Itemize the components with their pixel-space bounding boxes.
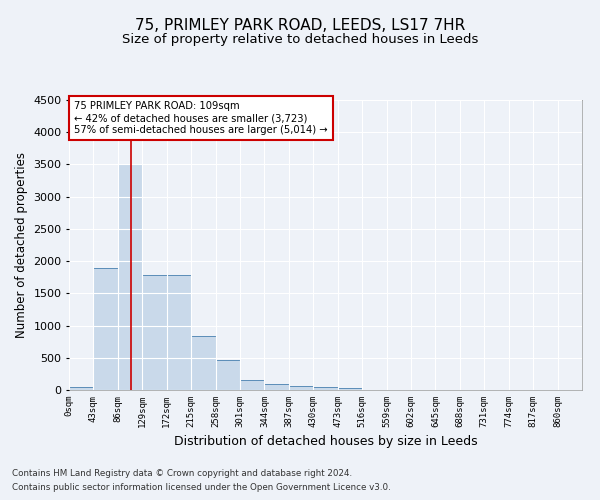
Bar xyxy=(142,276,167,390)
Bar xyxy=(265,384,289,390)
Bar xyxy=(167,276,191,390)
Bar xyxy=(118,164,142,390)
Text: 75, PRIMLEY PARK ROAD, LEEDS, LS17 7HR: 75, PRIMLEY PARK ROAD, LEEDS, LS17 7HR xyxy=(135,18,465,32)
Text: Contains public sector information licensed under the Open Government Licence v3: Contains public sector information licen… xyxy=(12,484,391,492)
Bar xyxy=(289,386,313,390)
X-axis label: Distribution of detached houses by size in Leeds: Distribution of detached houses by size … xyxy=(173,436,478,448)
Bar xyxy=(338,388,362,390)
Bar xyxy=(215,360,240,390)
Bar xyxy=(240,380,265,390)
Bar xyxy=(94,268,118,390)
Y-axis label: Number of detached properties: Number of detached properties xyxy=(14,152,28,338)
Bar xyxy=(313,387,338,390)
Text: Size of property relative to detached houses in Leeds: Size of property relative to detached ho… xyxy=(122,32,478,46)
Text: Contains HM Land Registry data © Crown copyright and database right 2024.: Contains HM Land Registry data © Crown c… xyxy=(12,468,352,477)
Bar xyxy=(69,387,94,390)
Bar xyxy=(191,336,215,390)
Text: 75 PRIMLEY PARK ROAD: 109sqm
← 42% of detached houses are smaller (3,723)
57% of: 75 PRIMLEY PARK ROAD: 109sqm ← 42% of de… xyxy=(74,102,328,134)
